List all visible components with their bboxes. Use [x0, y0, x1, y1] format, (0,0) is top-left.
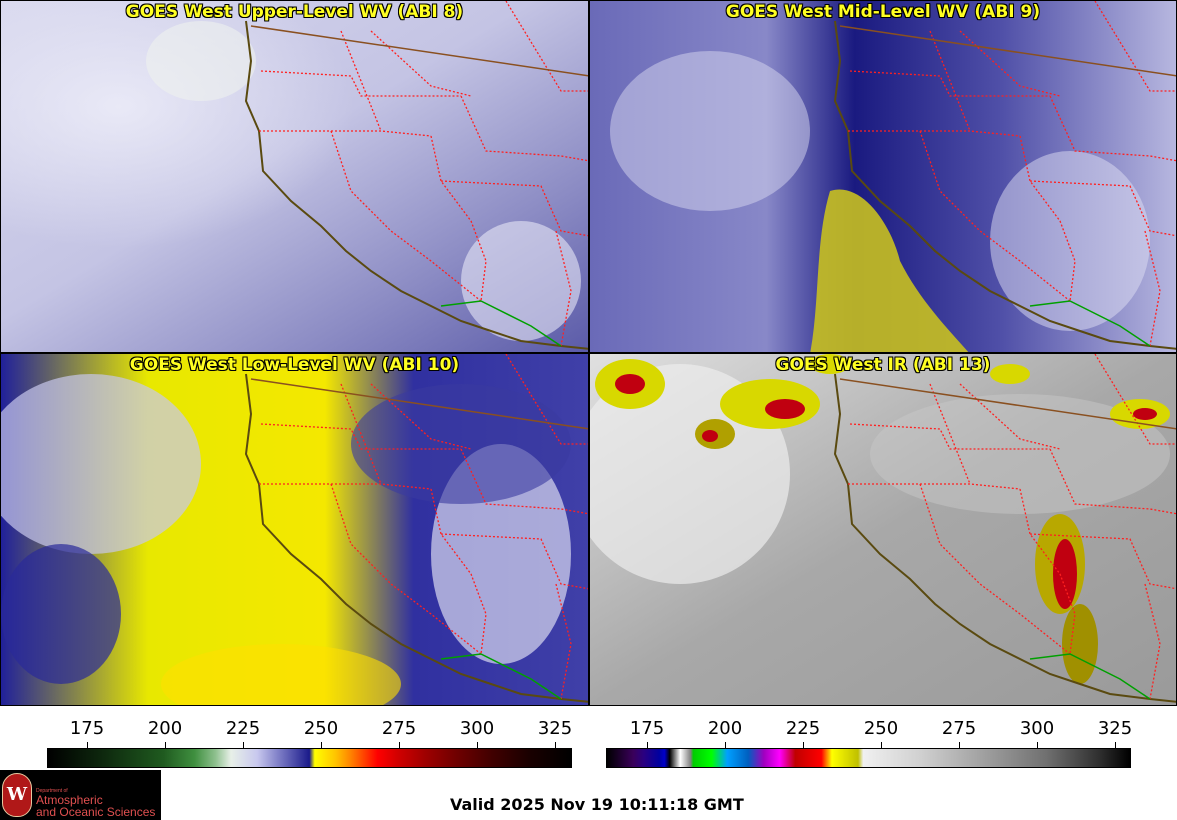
tick-mark: [399, 742, 400, 748]
panel-ir: GOES West IR (ABI 13): [589, 353, 1177, 706]
tick-mark: [87, 742, 88, 748]
tick-label: 225: [225, 718, 261, 739]
logo-line-3: and Oceanic Sciences: [36, 805, 156, 819]
tick-mark: [725, 742, 726, 748]
panel-upper-level-wv: GOES West Upper-Level WV (ABI 8): [0, 0, 589, 353]
tick-label: 200: [707, 718, 743, 739]
tick-label: 200: [147, 718, 183, 739]
tick-mark: [321, 742, 322, 748]
tick-label: 300: [1019, 718, 1055, 739]
upper-level-wv-image: [1, 1, 588, 352]
tick-label: 250: [863, 718, 899, 739]
tick-label: 325: [1097, 718, 1133, 739]
uw-aos-logo[interactable]: W Department of Atmospheric and Oceanic …: [0, 770, 161, 820]
tick-label: 275: [381, 718, 417, 739]
tick-mark: [1037, 742, 1038, 748]
seal-letter: W: [6, 784, 28, 805]
tick-mark: [881, 742, 882, 748]
tick-label: 175: [629, 718, 665, 739]
tick-mark: [165, 742, 166, 748]
tick-label: 250: [303, 718, 339, 739]
tick-label: 275: [941, 718, 977, 739]
logo-line-2: Atmospheric: [36, 793, 103, 807]
tick-mark: [959, 742, 960, 748]
panel-title: GOES West Low-Level WV (ABI 10): [129, 355, 460, 375]
low-level-wv-image: [1, 354, 588, 705]
tick-mark: [555, 742, 556, 748]
mid-level-wv-image: [590, 1, 1176, 352]
tick-mark: [647, 742, 648, 748]
colorbar-ir: [606, 748, 1131, 768]
valid-time: Valid 2025 Nov 19 10:11:18 GMT: [450, 795, 744, 814]
tick-label: 325: [537, 718, 573, 739]
ir-image: [590, 354, 1176, 705]
panel-title: GOES West IR (ABI 13): [775, 355, 991, 375]
tick-label: 300: [459, 718, 495, 739]
tick-mark: [803, 742, 804, 748]
tick-label: 175: [69, 718, 105, 739]
colorbar-wv: [47, 748, 572, 768]
panel-title: GOES West Mid-Level WV (ABI 9): [725, 2, 1041, 22]
panel-low-level-wv: GOES West Low-Level WV (ABI 10): [0, 353, 589, 706]
tick-mark: [477, 742, 478, 748]
logo-line-1: Department of: [36, 788, 68, 794]
panel-title: GOES West Upper-Level WV (ABI 8): [125, 2, 464, 22]
tick-mark: [243, 742, 244, 748]
panel-mid-level-wv: GOES West Mid-Level WV (ABI 9): [589, 0, 1177, 353]
tick-label: 225: [785, 718, 821, 739]
uw-seal-icon: W: [2, 773, 32, 817]
tick-mark: [1115, 742, 1116, 748]
